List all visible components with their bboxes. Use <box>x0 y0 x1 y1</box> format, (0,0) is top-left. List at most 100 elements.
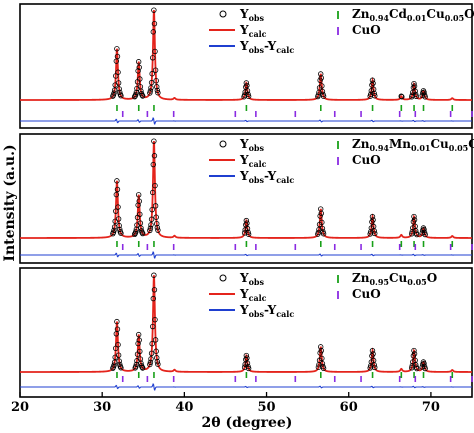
obs-point <box>369 214 376 220</box>
obs-point <box>116 222 122 229</box>
obs-point <box>117 226 123 233</box>
obs-point <box>421 226 427 233</box>
obs-point <box>111 90 117 96</box>
obs-point <box>369 348 376 354</box>
obs-point <box>148 85 154 91</box>
obs-point <box>151 272 157 278</box>
obs-point <box>115 342 121 348</box>
obs-point <box>153 214 159 220</box>
obs-point <box>320 365 327 372</box>
obs-point <box>319 225 326 232</box>
legend-label: Ycalc <box>239 23 267 39</box>
obs-point <box>370 217 376 223</box>
obs-point <box>319 355 325 362</box>
obs-point <box>155 361 161 367</box>
obs-point <box>118 93 124 99</box>
obs-point <box>116 86 122 92</box>
obs-point <box>245 93 252 100</box>
x-tick-label: 50 <box>257 400 275 415</box>
legend-label: CuO <box>352 153 381 167</box>
obs-point <box>150 29 156 35</box>
obs-point <box>147 88 154 94</box>
diff-curve <box>20 383 472 391</box>
obs-point <box>317 213 323 219</box>
obs-point <box>114 318 120 325</box>
obs-point <box>411 351 418 357</box>
obs-point <box>243 217 250 224</box>
obs-point <box>244 355 250 361</box>
obs-point <box>372 364 378 371</box>
obs-point <box>147 361 153 368</box>
obs-point <box>152 182 158 189</box>
obs-point <box>152 67 159 73</box>
obs-point <box>149 206 155 213</box>
obs-point <box>154 358 161 365</box>
obs-point <box>422 94 428 100</box>
legend-obs-marker <box>219 10 227 18</box>
legend-label: CuO <box>352 287 381 301</box>
obs-point <box>147 227 153 234</box>
obs-point <box>115 80 122 86</box>
obs-point <box>148 222 154 228</box>
obs-point <box>414 231 420 238</box>
diff-curve <box>20 117 472 125</box>
obs-point <box>150 295 156 302</box>
plot-panels: YobsYcalcYobs-YcalcZn0.94Cd0.01Cu0.05OCu… <box>19 3 474 398</box>
obs-point <box>114 326 121 332</box>
obs-point <box>148 216 155 222</box>
panel-frame <box>19 3 473 129</box>
obs-point <box>151 21 158 27</box>
diff-curve <box>20 251 472 259</box>
obs-point <box>115 204 121 210</box>
obs-point <box>371 90 377 97</box>
obs-point <box>422 365 428 372</box>
x-tick-label: 60 <box>340 400 358 415</box>
obs-point <box>411 213 417 220</box>
obs-point <box>371 362 377 368</box>
obs-point <box>371 228 377 234</box>
obs-point <box>114 46 120 52</box>
obs-point <box>135 192 142 198</box>
obs-point <box>399 94 405 100</box>
obs-point <box>150 161 156 168</box>
obs-point <box>148 79 155 86</box>
obs-point <box>151 7 157 13</box>
obs-point <box>115 352 122 358</box>
obs-point <box>154 355 160 361</box>
obs-point <box>149 71 155 77</box>
obs-point <box>135 340 141 347</box>
obs-point <box>411 83 418 89</box>
obs-point <box>115 69 121 75</box>
obs-point <box>139 93 146 99</box>
obs-point <box>413 93 419 99</box>
obs-point <box>412 88 418 94</box>
x-tick-label: 30 <box>93 400 111 415</box>
x-axis-label: 2θ (degree) <box>202 415 293 431</box>
obs-point <box>151 153 158 159</box>
obs-point <box>318 347 324 354</box>
x-axis: 20 30 40 50 60 70 <box>11 392 440 415</box>
x-tick-label: 70 <box>422 400 440 415</box>
legend-obs-marker <box>219 140 227 148</box>
obs-point <box>413 362 419 368</box>
obs-point <box>138 88 144 94</box>
legend-label: Ycalc <box>239 287 267 303</box>
obs-point <box>319 219 325 226</box>
obs-point <box>411 347 417 354</box>
obs-point <box>244 82 250 89</box>
obs-point <box>155 90 161 96</box>
obs-point <box>152 48 158 55</box>
legend-label: Yobs-Ycalc <box>239 39 294 55</box>
obs-point <box>245 231 252 237</box>
legend-label: Yobs-Ycalc <box>239 303 294 319</box>
obs-point <box>243 352 250 359</box>
x-tick-label: 20 <box>11 400 29 415</box>
obs-point <box>113 191 120 198</box>
obs-point <box>413 228 419 234</box>
obs-point <box>148 350 155 357</box>
obs-point <box>135 59 142 65</box>
obs-point <box>154 220 160 227</box>
